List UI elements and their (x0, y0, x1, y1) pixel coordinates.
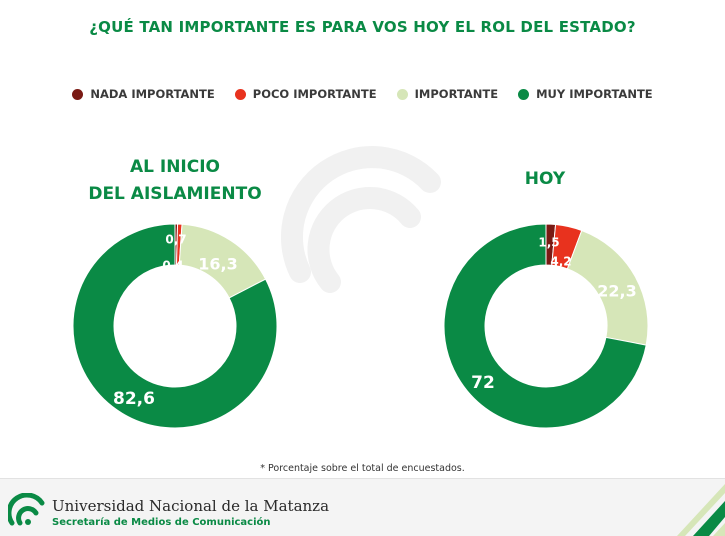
data-label-poco: 4,2 (550, 255, 571, 269)
legend-label: IMPORTANTE (414, 87, 499, 101)
footer: Universidad Nacional de la Matanza Secre… (0, 478, 725, 536)
chart-title-line: DEL AISLAMIENTO (88, 184, 262, 204)
legend-item-importante: IMPORTANTE (396, 87, 499, 101)
donut-slice-muy (443, 223, 647, 429)
legend-swatch (396, 88, 408, 100)
chart-title-start: AL INICIO DEL AISLAMIENTO (60, 154, 290, 208)
university-name: Universidad Nacional de la Matanza (52, 497, 330, 515)
data-label-importante: 22,3 (597, 282, 636, 301)
legend: NADA IMPORTANTE POCO IMPORTANTE IMPORTAN… (0, 87, 725, 101)
donut-chart-today: 1,5 4,2 22,3 72 (443, 223, 649, 429)
legend-label: POCO IMPORTANTE (252, 87, 377, 101)
data-label-muy: 82,6 (113, 389, 155, 409)
data-label-importante: 16,3 (198, 255, 237, 274)
chart-title: ¿QUÉ TAN IMPORTANTE ES PARA VOS HOY EL R… (89, 18, 636, 36)
legend-item-nada: NADA IMPORTANTE (72, 87, 215, 101)
data-label-poco: 0,7 (165, 233, 186, 247)
legend-item-muy: MUY IMPORTANTE (518, 87, 653, 101)
chart-title-today: HOY (524, 169, 566, 189)
donut-slice-muy (72, 223, 278, 429)
chart-title-line: AL INICIO (129, 157, 221, 177)
secretariat-name: Secretaría de Medios de Comunicación (52, 517, 271, 528)
legend-label: NADA IMPORTANTE (90, 87, 215, 101)
legend-label: MUY IMPORTANTE (536, 87, 653, 101)
legend-swatch (72, 88, 84, 100)
legend-swatch (518, 88, 530, 100)
data-label-nada: 1,5 (538, 236, 559, 250)
data-label-muy: 72 (471, 373, 495, 393)
legend-swatch (234, 88, 246, 100)
legend-item-poco: POCO IMPORTANTE (234, 87, 377, 101)
university-logo-icon (8, 493, 45, 526)
footnote: * Porcentaje sobre el total de encuestad… (260, 463, 465, 474)
watermark-logo (280, 146, 441, 293)
donut-chart-start: 0,4 0,7 16,3 82,6 (72, 223, 278, 429)
corner-stripes (677, 484, 725, 536)
data-label-nada: 0,4 (162, 259, 183, 273)
